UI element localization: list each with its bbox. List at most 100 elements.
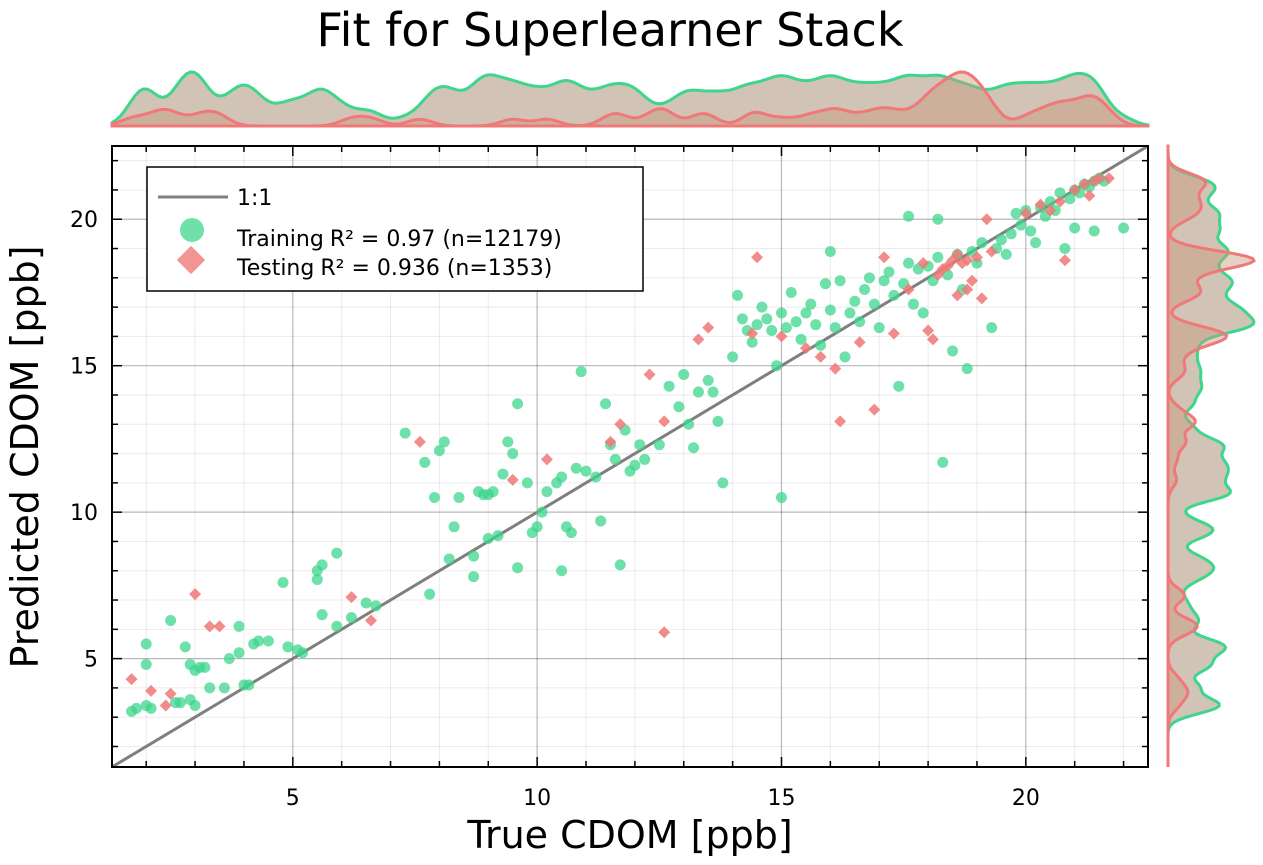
training-point xyxy=(937,456,949,468)
training-point xyxy=(1044,196,1056,208)
training-point xyxy=(223,653,235,665)
training-point xyxy=(541,486,553,498)
training-point xyxy=(174,697,186,709)
x-tick-label: 20 xyxy=(1012,786,1040,811)
training-point xyxy=(683,418,695,430)
training-point xyxy=(233,647,245,659)
training-point xyxy=(1054,187,1066,199)
training-point xyxy=(482,533,494,545)
testing-point xyxy=(614,418,627,431)
testing-point xyxy=(961,283,974,296)
training-point xyxy=(746,336,758,348)
y-tick-label: 5 xyxy=(84,648,98,673)
testing-point xyxy=(125,673,138,686)
testing-point xyxy=(868,403,881,416)
training-point xyxy=(932,251,944,263)
testing-point xyxy=(1058,254,1071,267)
plot-frame xyxy=(111,145,1149,768)
testing-points xyxy=(125,172,1115,712)
training-point xyxy=(165,615,177,627)
legend-training-swatch xyxy=(180,218,204,242)
training-point xyxy=(717,477,729,489)
training-point xyxy=(570,462,582,474)
testing-point xyxy=(164,687,177,700)
testing-point xyxy=(931,268,944,281)
training-point xyxy=(761,313,773,325)
training-point xyxy=(360,597,372,609)
training-point xyxy=(785,286,797,298)
training-point xyxy=(468,550,480,562)
training-point xyxy=(399,427,411,439)
training-point xyxy=(678,368,690,380)
x-axis-label: True CDOM [ppb] xyxy=(466,813,792,857)
testing-point xyxy=(1068,183,1081,196)
training-point xyxy=(736,313,748,325)
testing-point xyxy=(1078,178,1091,191)
training-point xyxy=(917,307,929,319)
training-point xyxy=(600,398,612,410)
training-point xyxy=(438,436,450,448)
legend-testing-label: Testing R² = 0.936 (n=1353) xyxy=(236,256,552,281)
legend-box xyxy=(146,166,644,292)
training-point xyxy=(795,333,807,345)
training-point xyxy=(512,562,524,574)
training-point xyxy=(653,439,665,451)
training-point xyxy=(262,635,274,647)
training-point xyxy=(521,477,533,489)
testing-point xyxy=(203,620,216,633)
testing-point xyxy=(345,591,358,604)
training-point xyxy=(766,325,778,337)
training-point xyxy=(1088,225,1100,237)
testing-point xyxy=(775,330,788,343)
training-point xyxy=(502,436,514,448)
training-point xyxy=(145,702,157,714)
testing-point xyxy=(658,626,671,639)
testing-point xyxy=(985,245,998,258)
training-point xyxy=(204,682,216,694)
training-point xyxy=(1059,243,1071,255)
legend-training-r2: R² = 0.97 (n=12179) xyxy=(330,227,562,252)
training-point xyxy=(316,559,328,571)
training-point xyxy=(556,471,568,483)
training-point xyxy=(692,386,704,398)
training-point xyxy=(903,257,915,269)
training-point xyxy=(732,289,744,301)
training-point xyxy=(233,620,245,632)
training-point xyxy=(130,702,142,714)
x-tick-label: 15 xyxy=(767,786,795,811)
training-point xyxy=(614,559,626,571)
training-point xyxy=(556,565,568,577)
training-point xyxy=(854,316,866,328)
training-point xyxy=(512,398,524,410)
testing-point xyxy=(951,248,964,261)
training-point xyxy=(663,380,675,392)
testing-point xyxy=(878,251,891,264)
x-tick-label: 5 xyxy=(286,786,300,811)
training-points xyxy=(126,172,1130,717)
training-point xyxy=(419,456,431,468)
training-point xyxy=(800,307,812,319)
training-point xyxy=(824,245,836,257)
testing-point xyxy=(966,274,979,287)
training-point xyxy=(140,658,152,670)
x-tick-labels: 5 10 15 20 xyxy=(286,786,1040,811)
testing-point xyxy=(189,588,202,601)
testing-point xyxy=(799,342,812,355)
training-point xyxy=(1118,222,1130,234)
testing-point xyxy=(751,251,764,264)
training-point xyxy=(751,319,763,331)
testing-point xyxy=(853,336,866,349)
training-point xyxy=(834,275,846,287)
training-point xyxy=(1069,222,1081,234)
top-marginal-density xyxy=(110,70,1150,128)
training-point xyxy=(986,322,998,334)
testing-point xyxy=(926,333,939,346)
x-tick-label: 10 xyxy=(523,786,551,811)
testing-point xyxy=(1019,207,1032,220)
training-point xyxy=(311,574,323,586)
legend-training-label: Training R² = 0.97 (n=12179) xyxy=(236,227,562,252)
y-tick-label: 15 xyxy=(70,355,98,380)
testing-point xyxy=(814,350,827,363)
